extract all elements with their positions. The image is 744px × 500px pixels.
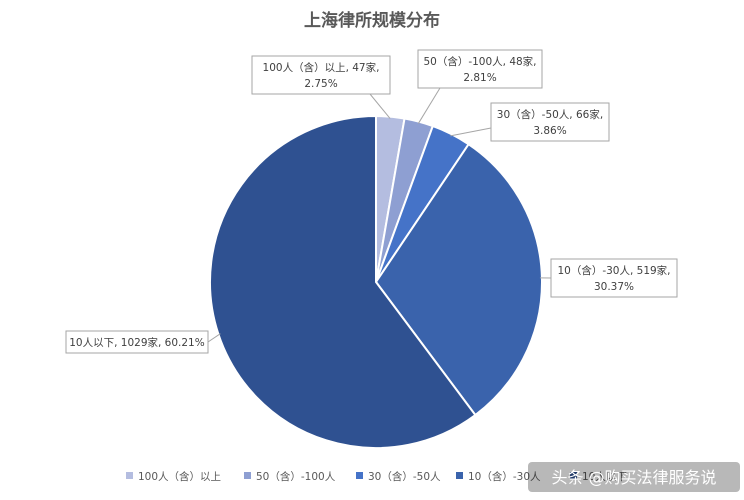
data-labels: 100人（含）以上, 47家, 2.75% 50（含）-100人, 48家, 2.81…	[65, 49, 678, 354]
data-label-0: 100人（含）以上, 47家, 2.75%	[251, 55, 391, 95]
leader-line-2	[450, 127, 492, 137]
legend-label: 100人（含）以上	[138, 470, 221, 483]
chart-title: 上海律所规模分布	[304, 10, 440, 31]
legend-item-4: 10人以下	[570, 471, 627, 483]
legend-item-2: 30（含）-50人	[356, 470, 441, 483]
watermark-text: 头条 @购买法律服务说	[551, 468, 716, 487]
data-label-text: 50（含）-100人, 48家, 2.81%	[423, 55, 536, 84]
data-label-box	[550, 258, 678, 298]
data-label-box	[490, 102, 610, 142]
legend-swatch	[456, 472, 463, 479]
legend: 100人（含）以上 50（含）-100人 30（含）-50人 10（含）-30人 10人…	[126, 470, 627, 483]
data-label-box	[251, 55, 391, 95]
legend-label: 50（含）-100人	[256, 470, 336, 483]
legend-label: 10（含）-30人	[468, 470, 541, 483]
leader-lines	[207, 87, 552, 343]
legend-swatch	[244, 472, 251, 479]
pie-slices	[209, 114, 543, 449]
data-label-2: 30（含）-50人, 66家, 3.86%	[490, 102, 610, 142]
data-label-3: 10（含）-30人, 519家, 30.37%	[550, 258, 678, 298]
data-label-text: 10人以下, 1029家, 60.21%	[69, 336, 204, 349]
leader-line-4	[207, 333, 221, 343]
legend-swatch	[126, 472, 133, 479]
data-label-text: 10（含）-30人, 519家, 30.37%	[557, 264, 670, 293]
legend-label: 30（含）-50人	[368, 470, 441, 483]
watermark: 头条 @购买法律服务说	[528, 462, 740, 492]
data-label-box	[65, 330, 209, 354]
legend-label: 10人以下	[582, 471, 627, 483]
leader-line-1	[417, 87, 441, 124]
leader-line-0	[369, 93, 391, 119]
legend-swatch	[356, 472, 363, 479]
data-label-text: 30（含）-50人, 66家, 3.86%	[497, 108, 603, 137]
legend-item-1: 50（含）-100人	[244, 470, 336, 483]
pie-slice-4	[209, 114, 477, 449]
legend-item-3: 10（含）-30人	[456, 470, 541, 483]
legend-item-0: 100人（含）以上	[126, 470, 221, 483]
data-label-text: 100人（含）以上, 47家, 2.75%	[263, 61, 380, 90]
data-label-box	[417, 49, 543, 89]
legend-swatch	[570, 472, 577, 479]
watermark-background	[528, 462, 740, 492]
data-label-4: 10人以下, 1029家, 60.21%	[65, 330, 209, 354]
data-label-1: 50（含）-100人, 48家, 2.81%	[417, 49, 543, 89]
